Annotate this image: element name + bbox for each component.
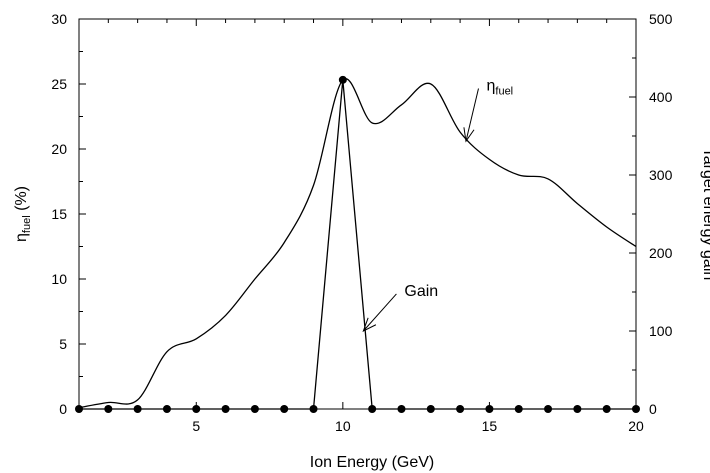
data-point-gain	[75, 405, 83, 413]
y-left-tick-label: 5	[59, 336, 67, 352]
data-point-gain	[338, 75, 347, 84]
data-point-gain	[514, 405, 523, 413]
y-left-tick-label: 15	[51, 206, 67, 222]
y-right-tick-label: 100	[649, 323, 673, 339]
annotation-label: ηfuel	[486, 78, 513, 98]
data-point-gain	[192, 405, 201, 413]
y-left-title-sub: fuel	[21, 215, 33, 233]
y-left-tick-label: 0	[59, 401, 67, 417]
plot-frame	[78, 18, 637, 410]
series-layer	[75, 75, 640, 413]
y-axis-left-title: ηfuel (%)	[13, 186, 33, 242]
x-tick-label: 15	[482, 418, 498, 434]
x-axis-title: Ion Energy (GeV)	[310, 454, 435, 471]
data-point-gain	[368, 405, 377, 413]
annotations: ηfuel Gain	[362, 78, 513, 333]
data-point-gain	[309, 405, 318, 413]
x-tick-label: 20	[628, 418, 644, 434]
annotation-arrow-head	[362, 317, 377, 333]
annotation-arrow-shaft	[465, 88, 479, 142]
y-right-tick-label: 0	[649, 401, 657, 417]
annotation-label-main: Gain	[404, 283, 438, 300]
data-point-gain	[456, 405, 465, 413]
y-left-title-main: η	[13, 233, 30, 242]
plot-area	[78, 18, 637, 410]
annotation-label-main: η	[486, 78, 495, 95]
y-left-title-tail: (%)	[13, 186, 30, 215]
y-axis-right-title: Target energy gain	[700, 148, 710, 281]
y-right-tick-label: 300	[649, 167, 673, 183]
data-point-gain	[250, 405, 259, 413]
x-tick-label: 10	[335, 418, 351, 434]
data-point-gain	[602, 405, 611, 413]
y-left-tick-label: 25	[51, 76, 67, 92]
data-point-gain	[485, 405, 494, 413]
y-left-tick-label: 20	[51, 141, 67, 157]
data-point-gain	[162, 405, 171, 413]
data-point-gain	[133, 405, 142, 413]
y-right-tick-label: 200	[649, 245, 673, 261]
data-point-gain	[573, 405, 582, 413]
annotation-arrow-head	[463, 127, 475, 143]
x-tick-label: 5	[192, 418, 200, 434]
annotation-label: Gain	[404, 283, 438, 300]
annotation-arrow-shaft	[362, 293, 397, 332]
data-point-gain	[426, 405, 435, 413]
data-point-gain	[632, 405, 640, 413]
data-point-gain	[221, 405, 230, 413]
data-point-gain	[397, 405, 406, 413]
data-point-gain	[280, 405, 289, 413]
series-line-eta_fuel	[78, 78, 637, 409]
data-point-gain	[104, 405, 113, 413]
data-point-gain	[544, 405, 553, 413]
series-line-gain	[79, 79, 636, 410]
y-left-tick-label: 10	[51, 271, 67, 287]
y-left-tick-label: 30	[51, 11, 67, 27]
y-right-tick-label: 500	[649, 11, 673, 27]
y-right-tick-label: 400	[649, 89, 673, 105]
annotation-label-sub: fuel	[495, 86, 513, 98]
